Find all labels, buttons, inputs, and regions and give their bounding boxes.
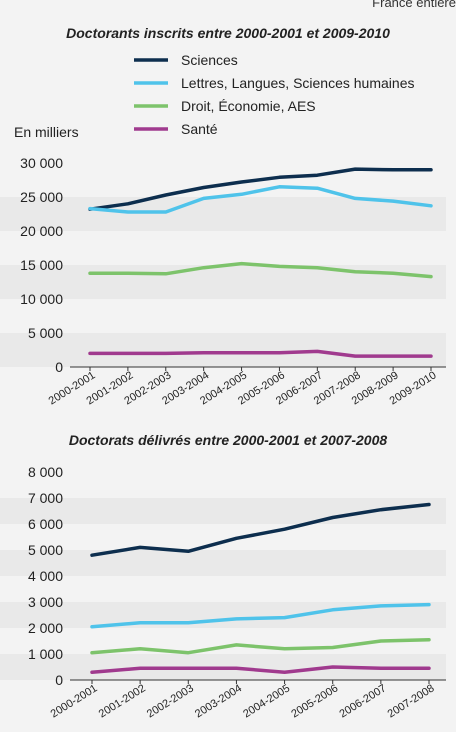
legend-label: Santé [181, 121, 218, 137]
y-tick-label: 7 000 [28, 490, 63, 506]
grid-band [0, 265, 446, 299]
y-tick-label: 5 000 [28, 542, 63, 558]
series-line-4 [90, 665, 431, 674]
y-tick-label: 25 000 [20, 189, 63, 205]
y-tick-label: 0 [55, 672, 63, 688]
series-line-1 [88, 167, 433, 211]
y-tick-label: 6 000 [28, 516, 63, 532]
series-line-3 [90, 637, 431, 655]
y-tick-label: 3 000 [28, 594, 63, 610]
y-tick-label: 1 000 [28, 646, 63, 662]
y-tick-label: 2 000 [28, 620, 63, 636]
y-tick-label: 0 [55, 359, 63, 375]
y-axis-label: En milliers [14, 124, 79, 140]
series-line-1 [90, 502, 431, 557]
y-tick-label: 10 000 [20, 291, 63, 307]
y-tick-label: 5 000 [28, 325, 63, 341]
series-line-2 [88, 185, 433, 214]
y-tick-label: 4 000 [28, 568, 63, 584]
y-tick-label: 15 000 [20, 257, 63, 273]
chart-title: Doctorants inscrits entre 2000-2001 et 2… [66, 25, 390, 41]
chart-title: Doctorats délivrés entre 2000-2001 et 20… [69, 432, 388, 448]
y-tick-label: 30 000 [20, 155, 63, 171]
grid-band [0, 197, 446, 231]
series-line-3 [88, 261, 433, 279]
y-tick-label: 20 000 [20, 223, 63, 239]
y-tick-label: 8 000 [28, 464, 63, 480]
grid-band [0, 550, 446, 576]
region-note: France entière [372, 0, 456, 10]
legend-label: Lettres, Langues, Sciences humaines [181, 75, 414, 91]
legend-label: Droit, Économie, AES [181, 98, 316, 114]
series-line-2 [90, 602, 431, 629]
series-line-4 [88, 349, 433, 358]
legend-label: Sciences [181, 52, 238, 68]
grid-band [0, 333, 446, 367]
